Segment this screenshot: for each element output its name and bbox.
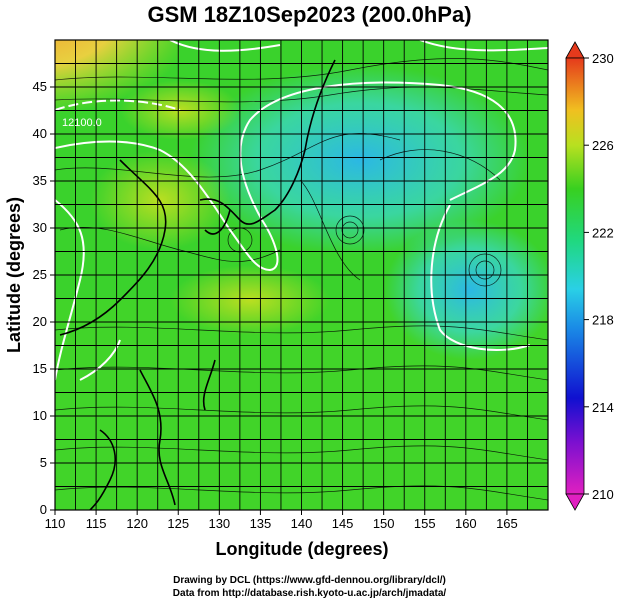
y-tick-label: 25	[33, 267, 47, 282]
streamlines	[55, 58, 548, 501]
map-title: GSM 18Z10Sep2023 (200.0hPa)	[147, 2, 472, 27]
x-tick-label: 140	[291, 516, 313, 531]
y-tick-label: 35	[33, 173, 47, 188]
colorbar-scale	[565, 57, 585, 495]
x-tick-label: 165	[496, 516, 518, 531]
x-tick-label: 145	[332, 516, 354, 531]
y-tick-label: 0	[40, 502, 47, 517]
y-tick-label: 5	[40, 455, 47, 470]
x-tick-label: 130	[208, 516, 230, 531]
x-axis: 110 115 120 125 130 135 140 145 150 155 160 165	[45, 510, 518, 531]
x-tick-label: 160	[455, 516, 477, 531]
x-tick-label: 150	[373, 516, 395, 531]
y-tick-label: 40	[33, 126, 47, 141]
colorbar-tick-label: 230	[592, 51, 614, 66]
credit-data: Data from http://database.rish.kyoto-u.a…	[172, 588, 447, 599]
contour-label: 12100.0	[62, 117, 102, 129]
y-tick-label: 30	[33, 220, 47, 235]
colorbar-tick-label: 222	[592, 225, 614, 240]
x-axis-label: Longitude (degrees)	[215, 539, 388, 559]
x-tick-label: 125	[167, 516, 189, 531]
height-contours	[55, 40, 548, 381]
colorbar-bottom-arrow	[565, 493, 585, 511]
y-axis-label: Latitude (degrees)	[4, 197, 24, 353]
x-tick-label: 115	[86, 516, 107, 531]
x-tick-label: 120	[126, 516, 148, 531]
x-tick-label: 155	[414, 516, 436, 531]
y-tick-label: 10	[33, 408, 47, 423]
x-tick-label: 135	[250, 516, 272, 531]
y-tick-label: 45	[33, 79, 47, 94]
y-axis: 0 5 10 15 20 25 30 35 40 45	[33, 79, 55, 517]
colorbar-tick-label: 218	[592, 313, 614, 328]
x-tick-label: 110	[45, 516, 66, 531]
y-tick-label: 15	[33, 361, 47, 376]
colorbar-tick-label: 226	[592, 138, 614, 153]
y-tick-label: 20	[33, 314, 47, 329]
graticule	[55, 40, 548, 510]
credit-drawing: Drawing by DCL (https://www.gfd-dennou.o…	[173, 575, 446, 586]
colorbar-tick-label: 214	[592, 400, 614, 415]
colorbar-tick-label: 210	[592, 487, 614, 502]
colorbar-top-arrow	[565, 41, 585, 59]
colorbar: 210 214 218 222 226 230	[565, 41, 614, 511]
